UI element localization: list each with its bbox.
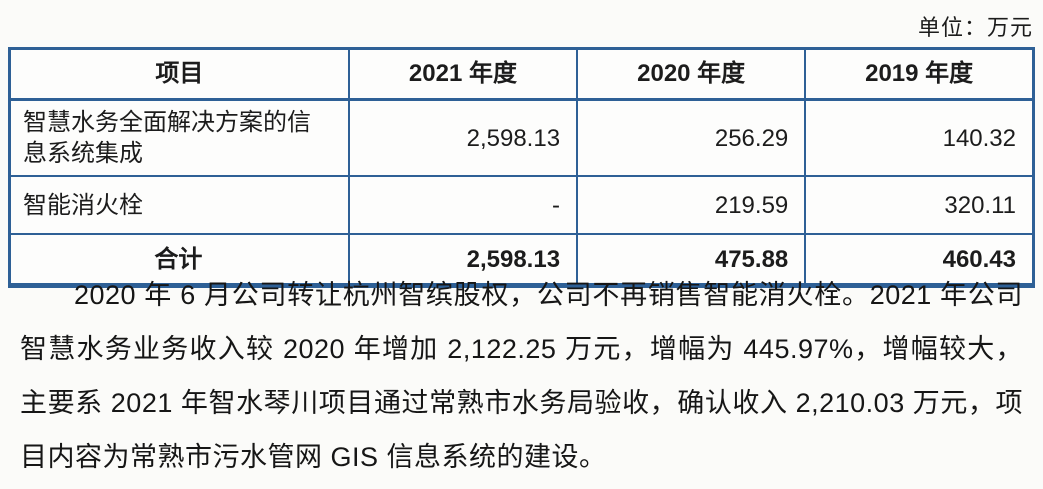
- table-row: 智慧水务全面解决方案的信息系统集成 2,598.13 256.29 140.32: [8, 98, 1035, 178]
- commentary-paragraph: 2020 年 6 月公司转让杭州智缤股权，公司不再销售智能消火栓。2021 年公…: [20, 280, 1023, 472]
- header-2021: 2021 年度: [347, 47, 579, 101]
- unit-label: 单位：万元: [917, 15, 1033, 40]
- value-2020: 256.29: [576, 98, 807, 178]
- header-2020: 2020 年度: [576, 47, 807, 101]
- header-2019: 2019 年度: [804, 47, 1035, 101]
- table-header-row: 项目 2021 年度 2020 年度 2019 年度: [8, 47, 1035, 101]
- table-total-row: 合计 2,598.13 475.88 460.43: [8, 233, 1035, 287]
- row-label: 智慧水务全面解决方案的信息系统集成: [8, 98, 350, 178]
- table-row: 智能消火栓 - 219.59 320.11: [8, 175, 1035, 236]
- value-2020: 219.59: [576, 175, 807, 236]
- value-2021: 2,598.13: [347, 98, 579, 178]
- revenue-table: 项目 2021 年度 2020 年度 2019 年度 智慧水务全面解决方案的信息…: [8, 47, 1035, 289]
- value-2019: 320.11: [804, 175, 1035, 236]
- total-label: 合计: [8, 233, 350, 287]
- value-2021: -: [347, 175, 579, 236]
- total-2020: 475.88: [576, 233, 807, 287]
- value-2019: 140.32: [804, 98, 1035, 178]
- total-2019: 460.43: [804, 233, 1035, 287]
- header-item: 项目: [8, 47, 350, 101]
- row-label: 智能消火栓: [8, 175, 350, 236]
- total-2021: 2,598.13: [347, 233, 579, 287]
